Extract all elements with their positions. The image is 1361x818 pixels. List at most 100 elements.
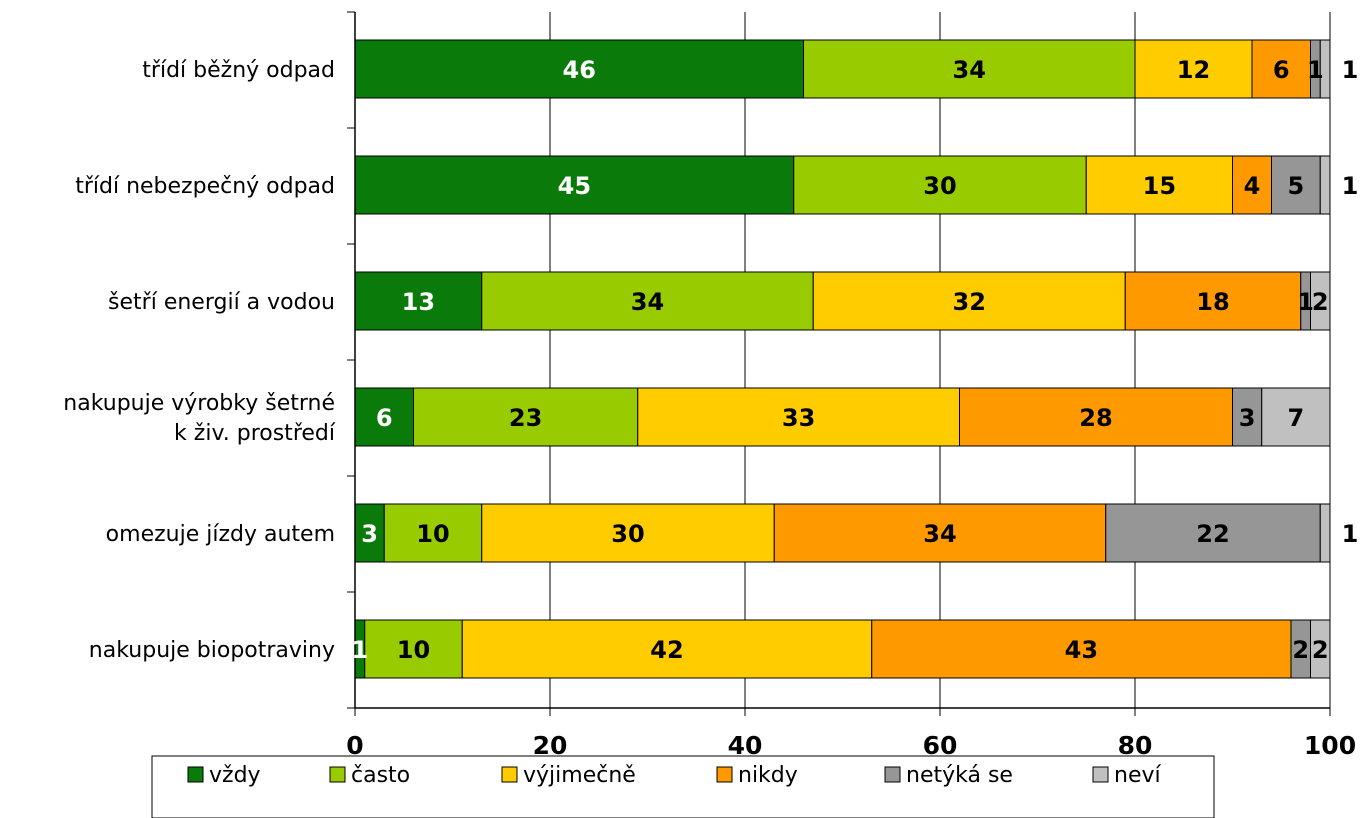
category-label: nakupuje biopotraviny: [89, 638, 335, 663]
data-label: 43: [1065, 636, 1098, 664]
data-label: 1: [1342, 56, 1359, 84]
category-label-line: třídí běžný odpad: [142, 58, 335, 83]
bar-segment: [959, 387, 1233, 447]
bar-segment: [1105, 503, 1321, 563]
legend-label: neví: [1114, 763, 1161, 788]
legend-swatch: [884, 766, 901, 783]
x-tick-label: 80: [1118, 731, 1153, 760]
data-label: 32: [953, 288, 986, 316]
data-label: 30: [611, 520, 644, 548]
x-tick-label: 60: [923, 731, 958, 760]
legend-swatch: [187, 766, 204, 783]
x-tick-label: 100: [1304, 731, 1356, 760]
data-label: 45: [558, 172, 591, 200]
category-label: nakupuje výrobky šetrné k živ. prostředí: [63, 391, 336, 446]
data-label: 4: [1244, 172, 1261, 200]
data-label: 22: [1196, 520, 1229, 548]
x-tick-label: 0: [346, 731, 363, 760]
data-label: 1: [1342, 520, 1359, 548]
data-label: 15: [1143, 172, 1176, 200]
bar-segment: [1319, 155, 1331, 215]
bar-segment: [1271, 155, 1321, 215]
data-label: 46: [563, 56, 596, 84]
x-tick-label: 20: [533, 731, 568, 760]
bar-segment: [1134, 39, 1253, 99]
data-label: 1: [352, 636, 369, 664]
bar-segment: [871, 619, 1292, 679]
legend-swatch: [716, 766, 733, 783]
data-label: 42: [650, 636, 683, 664]
category-label: omezuje jízdy autem: [106, 522, 335, 547]
data-label: 2: [1312, 636, 1329, 664]
data-label: 1: [1307, 56, 1324, 84]
bar-segment: [364, 619, 463, 679]
data-label: 34: [631, 288, 664, 316]
data-label: 34: [923, 520, 956, 548]
category-labels: třídí běžný odpad třídí nebezpečný odpad š…: [63, 58, 336, 663]
data-label: 7: [1288, 404, 1305, 432]
bar-segment: [1319, 39, 1331, 99]
bars: [354, 39, 1331, 679]
data-labels: 46 34 12 6 1 145 30 15 4 5 113 34 32 18 126 23 33 28 3 73 10…: [352, 56, 1359, 664]
data-label: 18: [1196, 288, 1229, 316]
category-label-line: šetří energií a vodou: [108, 290, 335, 315]
bar-segment: [354, 503, 385, 563]
x-tick-label: 40: [728, 731, 763, 760]
category-label: třídí běžný odpad: [142, 58, 335, 83]
data-label: 6: [1273, 56, 1290, 84]
data-label: 23: [509, 404, 542, 432]
category-label: šetří energií a vodou: [108, 290, 335, 315]
bar-segment: [1310, 619, 1331, 679]
legend-swatch: [1092, 766, 1109, 783]
bar-segment: [481, 503, 775, 563]
bar-segment: [812, 271, 1126, 331]
bar-segment: [1310, 271, 1331, 331]
bar-segment: [637, 387, 960, 447]
category-label-line: třídí nebezpečný odpad: [75, 174, 335, 199]
legend-box: [151, 755, 1215, 818]
legend: vždy často výjimečně nikdy netýká se neví: [151, 755, 1215, 818]
bar-segment: [1124, 271, 1302, 331]
bar-segment: [413, 387, 639, 447]
legend-swatch: [501, 766, 518, 783]
data-label: 2: [1312, 288, 1329, 316]
data-label: 3: [1239, 404, 1256, 432]
data-label: 6: [376, 404, 393, 432]
data-label: 28: [1079, 404, 1112, 432]
bar-segment: [461, 619, 873, 679]
data-label: 13: [402, 288, 435, 316]
bar-segment: [1232, 155, 1272, 215]
bar-segment: [1319, 503, 1331, 563]
category-label-line: nakupuje biopotraviny: [89, 638, 335, 663]
gridlines: [549, 12, 1331, 708]
category-label-line: nakupuje výrobky šetrné: [63, 391, 335, 416]
legend-label: výjimečně: [523, 763, 636, 788]
legend-label: vždy: [209, 763, 261, 788]
data-label: 12: [1177, 56, 1210, 84]
data-label: 34: [953, 56, 986, 84]
legend-swatch: [329, 766, 346, 783]
data-label: 1: [1342, 172, 1359, 200]
data-label: 30: [923, 172, 956, 200]
data-label: 10: [416, 520, 449, 548]
bar-segment: [803, 39, 1136, 99]
data-label: 33: [782, 404, 815, 432]
bar-segment: [481, 271, 814, 331]
bar-segment: [1232, 387, 1263, 447]
data-label: 1: [1297, 288, 1314, 316]
data-label: 10: [397, 636, 430, 664]
data-label: 2: [1292, 636, 1309, 664]
legend-label: nikdy: [738, 763, 798, 788]
bar-segment: [1261, 387, 1331, 447]
category-label-line: omezuje jízdy autem: [106, 522, 335, 547]
legend-label: často: [351, 763, 410, 788]
legend-label: netýká se: [906, 763, 1013, 788]
category-label: třídí nebezpečný odpad: [75, 174, 335, 199]
axes: [347, 11, 1331, 716]
data-label: 3: [361, 520, 378, 548]
bar-segment: [354, 39, 804, 99]
data-label: 5: [1288, 172, 1305, 200]
category-label-line: k živ. prostředí: [174, 421, 336, 446]
x-tick-labels: 0 20 40 60 80 100: [346, 731, 1356, 760]
